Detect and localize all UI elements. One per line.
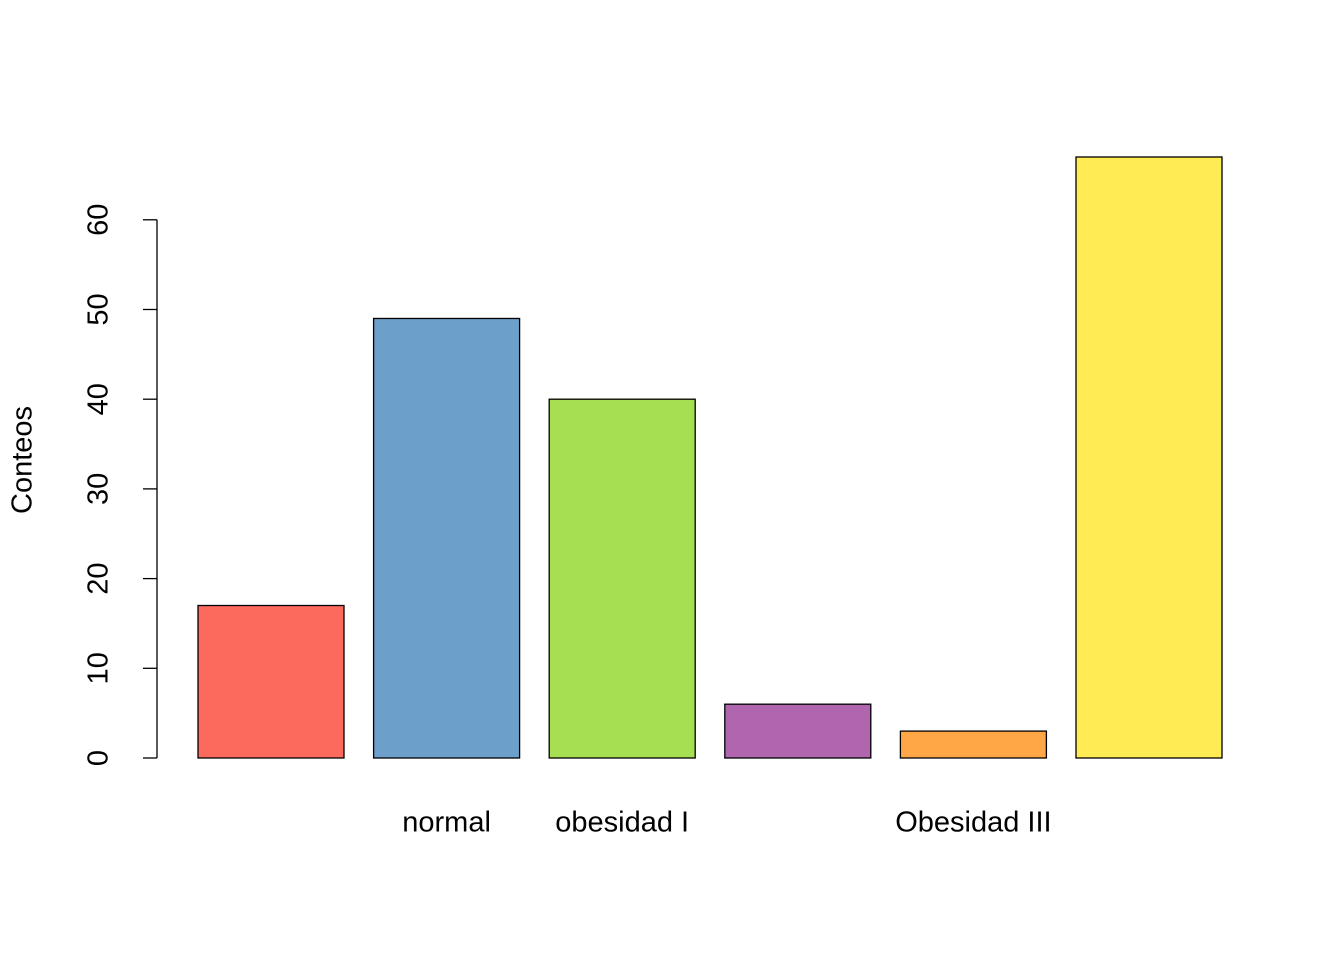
y-axis-label: Conteos	[7, 406, 39, 514]
bar	[197, 604, 345, 759]
bar	[899, 730, 1048, 759]
bar	[1075, 156, 1223, 759]
y-tick-label: 60	[83, 204, 115, 236]
x-tick-label: obesidad I	[555, 807, 689, 839]
y-tick-label: 40	[83, 383, 115, 415]
y-tick-label: 30	[83, 473, 115, 505]
y-tick-label: 50	[83, 293, 115, 325]
bar	[372, 317, 521, 759]
x-tick-label: normal	[402, 807, 491, 839]
y-tick-label: 0	[83, 750, 115, 766]
bar	[548, 398, 696, 759]
bar	[724, 703, 872, 759]
y-tick-label: 20	[83, 562, 115, 594]
y-tick-label: 10	[83, 652, 115, 684]
x-tick-label: Obesidad III	[895, 807, 1051, 839]
